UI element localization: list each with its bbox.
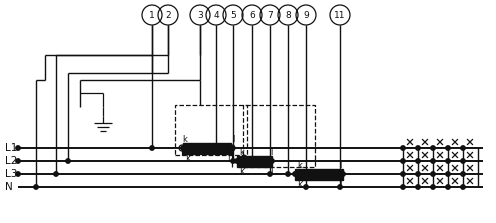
Text: k: k — [239, 148, 244, 157]
Text: 4: 4 — [213, 10, 219, 19]
Text: 3: 3 — [197, 10, 203, 19]
Bar — [183, 143, 231, 154]
Circle shape — [181, 146, 185, 150]
Circle shape — [16, 172, 20, 176]
Circle shape — [446, 146, 450, 150]
Text: 7: 7 — [267, 10, 273, 19]
Circle shape — [341, 172, 345, 176]
Circle shape — [150, 146, 154, 150]
Text: 6: 6 — [249, 10, 255, 19]
Text: L: L — [339, 181, 344, 190]
Circle shape — [304, 185, 308, 189]
Circle shape — [416, 185, 420, 189]
Circle shape — [401, 185, 405, 189]
Circle shape — [461, 185, 465, 189]
Circle shape — [179, 145, 185, 151]
Circle shape — [416, 159, 420, 163]
Text: 1: 1 — [149, 10, 155, 19]
Text: 11: 11 — [334, 10, 346, 19]
Circle shape — [416, 172, 420, 176]
Circle shape — [214, 146, 218, 150]
Text: K: K — [239, 168, 245, 177]
Circle shape — [416, 146, 420, 150]
Circle shape — [461, 159, 465, 163]
Text: L2: L2 — [5, 156, 17, 166]
Circle shape — [293, 172, 297, 176]
Circle shape — [235, 159, 239, 163]
Bar — [295, 169, 343, 180]
Circle shape — [268, 172, 272, 176]
Text: 5: 5 — [230, 10, 236, 19]
Text: L1: L1 — [5, 143, 17, 153]
Circle shape — [431, 185, 435, 189]
Text: l: l — [270, 148, 272, 157]
Bar — [237, 156, 272, 167]
Circle shape — [338, 185, 342, 189]
Circle shape — [286, 172, 290, 176]
Circle shape — [66, 159, 70, 163]
Text: N: N — [5, 182, 13, 192]
Text: K: K — [297, 181, 303, 190]
Text: l: l — [339, 161, 341, 170]
Circle shape — [16, 159, 20, 163]
Text: k: k — [297, 161, 302, 170]
Circle shape — [401, 172, 405, 176]
Circle shape — [446, 159, 450, 163]
Text: 8: 8 — [285, 10, 291, 19]
Text: L: L — [227, 155, 232, 164]
Text: K: K — [185, 155, 190, 164]
Text: L3: L3 — [5, 169, 17, 179]
Circle shape — [431, 159, 435, 163]
Circle shape — [250, 159, 254, 163]
Circle shape — [446, 185, 450, 189]
Text: l: l — [232, 135, 235, 144]
Circle shape — [461, 146, 465, 150]
Circle shape — [229, 146, 233, 150]
Circle shape — [431, 146, 435, 150]
Text: 2: 2 — [165, 10, 171, 19]
Circle shape — [229, 145, 235, 151]
Bar — [175, 105, 247, 155]
Circle shape — [16, 146, 20, 150]
Circle shape — [54, 172, 58, 176]
Circle shape — [446, 172, 450, 176]
Text: L: L — [270, 168, 275, 177]
Circle shape — [401, 146, 405, 150]
Circle shape — [461, 172, 465, 176]
Circle shape — [270, 159, 274, 163]
Circle shape — [34, 185, 38, 189]
Bar — [243, 105, 315, 167]
Circle shape — [401, 159, 405, 163]
Circle shape — [431, 172, 435, 176]
Text: k: k — [182, 135, 187, 144]
Text: 9: 9 — [303, 10, 309, 19]
Circle shape — [231, 159, 235, 163]
